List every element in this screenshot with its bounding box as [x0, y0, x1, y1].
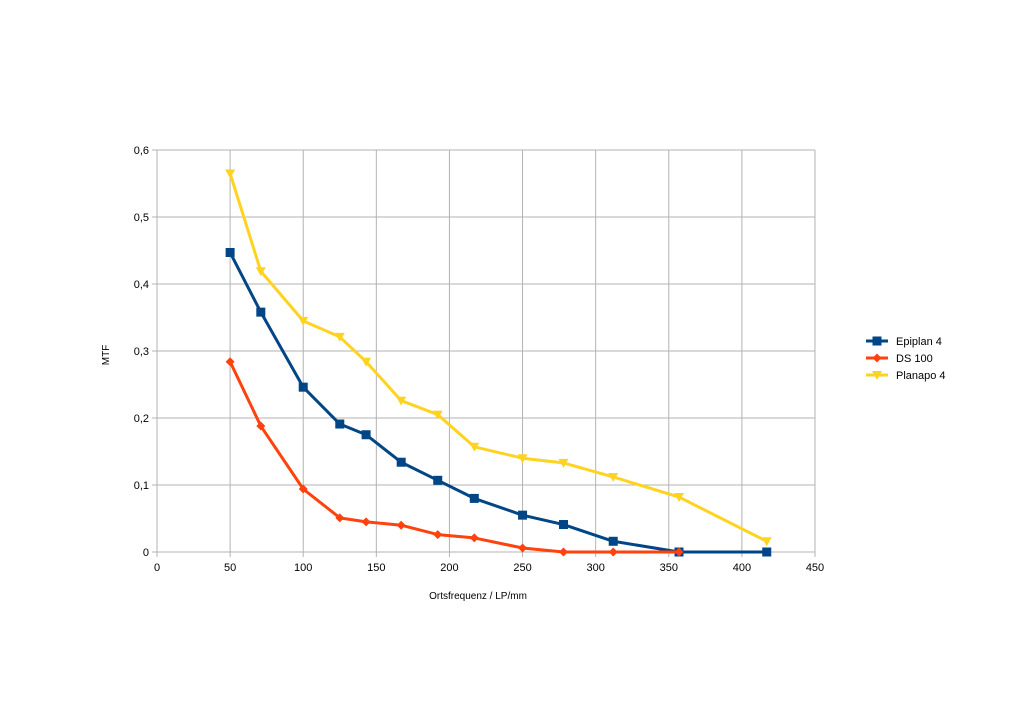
- data-point: [469, 442, 480, 452]
- axes: 0 50 100 150 200 250 300 350 400 450 0 0,1 0,2 0,3 0,4…: [134, 145, 824, 574]
- y-tick-label: 0,2: [134, 413, 149, 425]
- legend-label: Planapo 4: [896, 370, 946, 382]
- legend: Epiplan 4 DS 100 Planapo 4: [866, 336, 946, 382]
- y-axis-title: MTF: [101, 345, 112, 366]
- series-epiplan-4: [225, 248, 772, 557]
- x-tick-label: 400: [733, 562, 751, 574]
- y-tick-label: 0,5: [134, 212, 149, 224]
- data-point: [225, 357, 235, 367]
- data-point: [334, 332, 345, 342]
- grid: [156, 149, 816, 553]
- data-point: [608, 536, 618, 546]
- x-tick-label: 250: [513, 562, 531, 574]
- x-tick-label: 0: [154, 562, 160, 574]
- data-point: [674, 547, 684, 557]
- legend-entry: DS 100: [866, 353, 933, 365]
- data-point: [396, 396, 407, 406]
- data-point: [361, 517, 371, 527]
- x-tick-label: 450: [806, 562, 824, 574]
- data-point: [558, 547, 568, 557]
- data-point: [361, 430, 371, 440]
- data-point: [762, 547, 772, 557]
- data-point: [396, 457, 406, 467]
- x-tick-label: 350: [660, 562, 678, 574]
- data-point: [256, 421, 266, 431]
- data-point: [298, 316, 309, 326]
- series-group: [225, 169, 772, 557]
- legend-entry: Planapo 4: [866, 370, 946, 382]
- data-point: [256, 307, 266, 317]
- legend-label: DS 100: [896, 353, 933, 365]
- y-tick-label: 0,1: [134, 480, 149, 492]
- data-point: [469, 493, 479, 503]
- data-point: [469, 533, 479, 543]
- series-line: [228, 173, 768, 543]
- legend-entry: Epiplan 4: [866, 336, 942, 348]
- x-tick-label: 300: [586, 562, 604, 574]
- data-point: [518, 543, 528, 553]
- data-point: [608, 547, 618, 557]
- data-point: [432, 410, 443, 420]
- x-tick-label: 100: [294, 562, 312, 574]
- x-tick-label: 200: [440, 562, 458, 574]
- data-point: [761, 537, 772, 547]
- x-tick-label: 150: [367, 562, 385, 574]
- data-point: [396, 520, 406, 530]
- legend-swatch-marker: [872, 353, 882, 363]
- data-point: [335, 419, 345, 429]
- y-tick-label: 0: [143, 547, 149, 559]
- data-point: [298, 382, 308, 392]
- data-point: [433, 475, 443, 485]
- data-point: [674, 493, 685, 503]
- y-tick-label: 0,6: [134, 145, 149, 157]
- data-point: [608, 472, 619, 482]
- x-tick-label: 50: [224, 562, 236, 574]
- legend-swatch-marker: [872, 336, 882, 346]
- series-planapo-4: [225, 169, 772, 547]
- legend-label: Epiplan 4: [896, 336, 942, 348]
- series-line: [228, 251, 767, 554]
- data-point: [361, 357, 372, 367]
- data-point: [558, 520, 568, 530]
- data-point: [255, 267, 266, 277]
- x-axis-title: Ortsfrequenz / LP/mm: [429, 591, 527, 602]
- data-point: [518, 510, 528, 520]
- y-tick-label: 0,4: [134, 279, 149, 291]
- series-ds-100: [225, 357, 684, 557]
- data-point: [225, 248, 235, 258]
- data-point: [433, 530, 443, 540]
- data-point: [335, 513, 345, 523]
- y-tick-label: 0,3: [134, 346, 149, 358]
- data-point: [225, 169, 236, 179]
- data-point: [517, 454, 528, 464]
- data-point: [558, 458, 569, 468]
- data-point: [298, 484, 308, 494]
- series-line: [228, 361, 680, 554]
- legend-swatch-marker: [872, 371, 882, 380]
